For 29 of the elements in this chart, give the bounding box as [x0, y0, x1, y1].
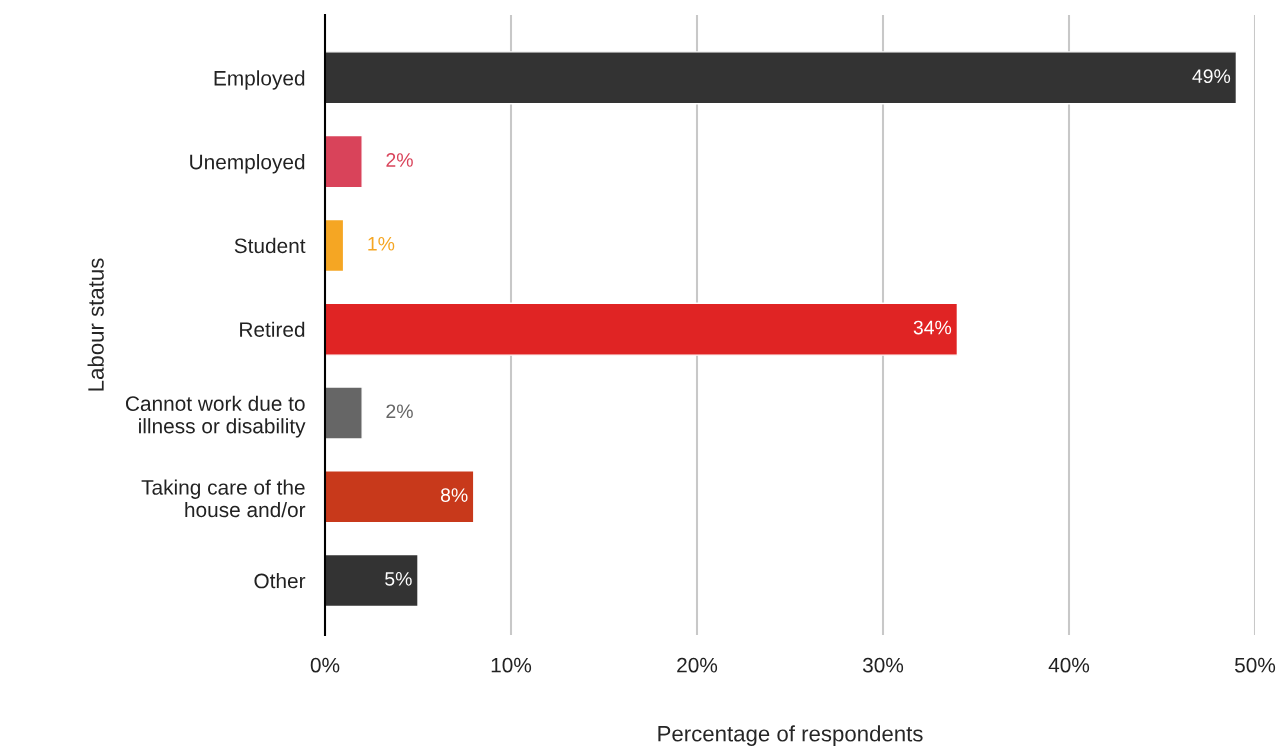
- x-axis-title: Percentage of respondents: [658, 725, 923, 746]
- data-label: 1%: [368, 236, 395, 251]
- y-tick-label: Employed: [214, 70, 305, 90]
- x-tick-label: 20%: [677, 657, 718, 673]
- x-tick-label: 30%: [862, 657, 904, 673]
- data-label: 2%: [386, 404, 413, 419]
- y-tick-label: Student: [234, 237, 306, 254]
- bar: [325, 386, 363, 440]
- y-tick-label: Other: [254, 572, 306, 589]
- y-tick-label: Taking care of the house and/or: [141, 479, 306, 518]
- bar: [325, 302, 959, 356]
- bar: [325, 134, 363, 189]
- x-tick-label: 50%: [1234, 657, 1276, 673]
- data-label: 2%: [386, 153, 413, 167]
- y-tick-label: Cannot work due to illness or disability: [125, 395, 306, 438]
- x-tick-label: 10%: [491, 657, 532, 673]
- y-axis-title: Labour status: [87, 258, 104, 391]
- y-tick-label: Retired: [240, 321, 305, 337]
- data-label: 49%: [1192, 69, 1231, 84]
- x-tick-label: 0%: [310, 657, 340, 673]
- bar: [325, 51, 1238, 105]
- bar: [325, 218, 345, 273]
- data-label: 34%: [913, 320, 952, 335]
- x-tick-label: 40%: [1048, 657, 1090, 673]
- y-tick-label: Unemployed: [190, 154, 305, 174]
- data-label: 8%: [440, 488, 468, 502]
- bar: [325, 470, 475, 524]
- data-label: 5%: [385, 572, 412, 586]
- bar: [325, 553, 419, 608]
